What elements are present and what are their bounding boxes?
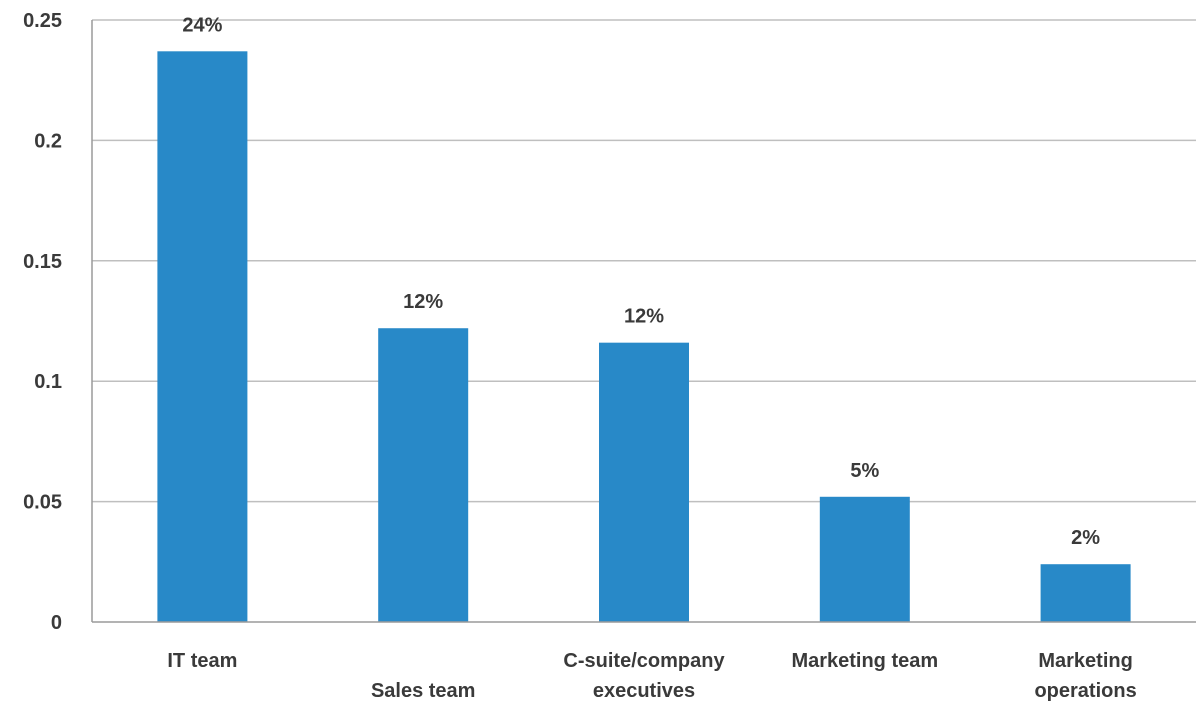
bars [157,51,1131,622]
category-labels: IT team Sales team C-suite/company executiv… [167,650,1136,702]
x-tick-label: Marketing team [791,650,938,672]
y-tick-label: 0.25 [23,10,62,32]
y-tick-label: 0.15 [23,251,62,273]
y-tick-labels: 0 0.05 0.1 0.15 0.2 0.25 [23,10,62,634]
data-label: 12% [624,306,664,328]
x-tick-label: operations [1034,680,1136,702]
x-tick-label: Marketing [1038,650,1132,672]
y-tick-label: 0.05 [23,492,62,514]
data-label: 12% [403,291,443,313]
x-tick-label: C-suite/company [563,650,725,672]
bar [1040,564,1131,622]
y-tick-label: 0.2 [34,130,62,152]
y-tick-label: 0.1 [34,371,62,393]
bar [599,342,689,622]
data-labels: 24% 12% 12% 5% 2% [182,14,1100,549]
bar [378,328,469,622]
bar [819,496,910,622]
axes [91,20,1196,623]
data-label: 24% [182,14,222,36]
gridlines [92,19,1196,503]
x-tick-label: executives [593,680,695,702]
bar [157,51,248,622]
y-tick-label: 0 [51,612,62,634]
x-tick-label: Sales team [371,680,476,702]
data-label: 2% [1071,527,1100,549]
data-label: 5% [850,460,879,482]
x-tick-label: IT team [167,650,237,672]
